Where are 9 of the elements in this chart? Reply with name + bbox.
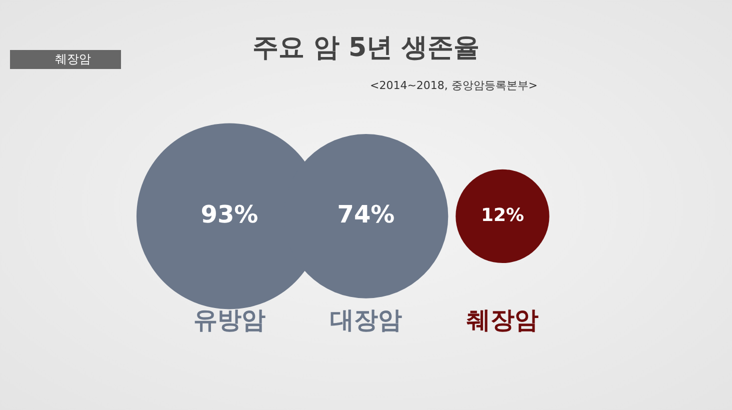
category-label: 대장암 [330, 306, 402, 334]
category-label: 유방암 [194, 306, 266, 334]
text: 췌장암 [10, 50, 121, 69]
data-label: 93% [200, 200, 258, 228]
text: <2014~2018, 중앙암등록본부> [370, 78, 538, 93]
category-label: 췌장암 [466, 306, 538, 334]
data-label: 74% [337, 200, 395, 228]
text: 주요 암 5년 생존율 [252, 33, 480, 63]
data-label: 12% [480, 204, 524, 226]
